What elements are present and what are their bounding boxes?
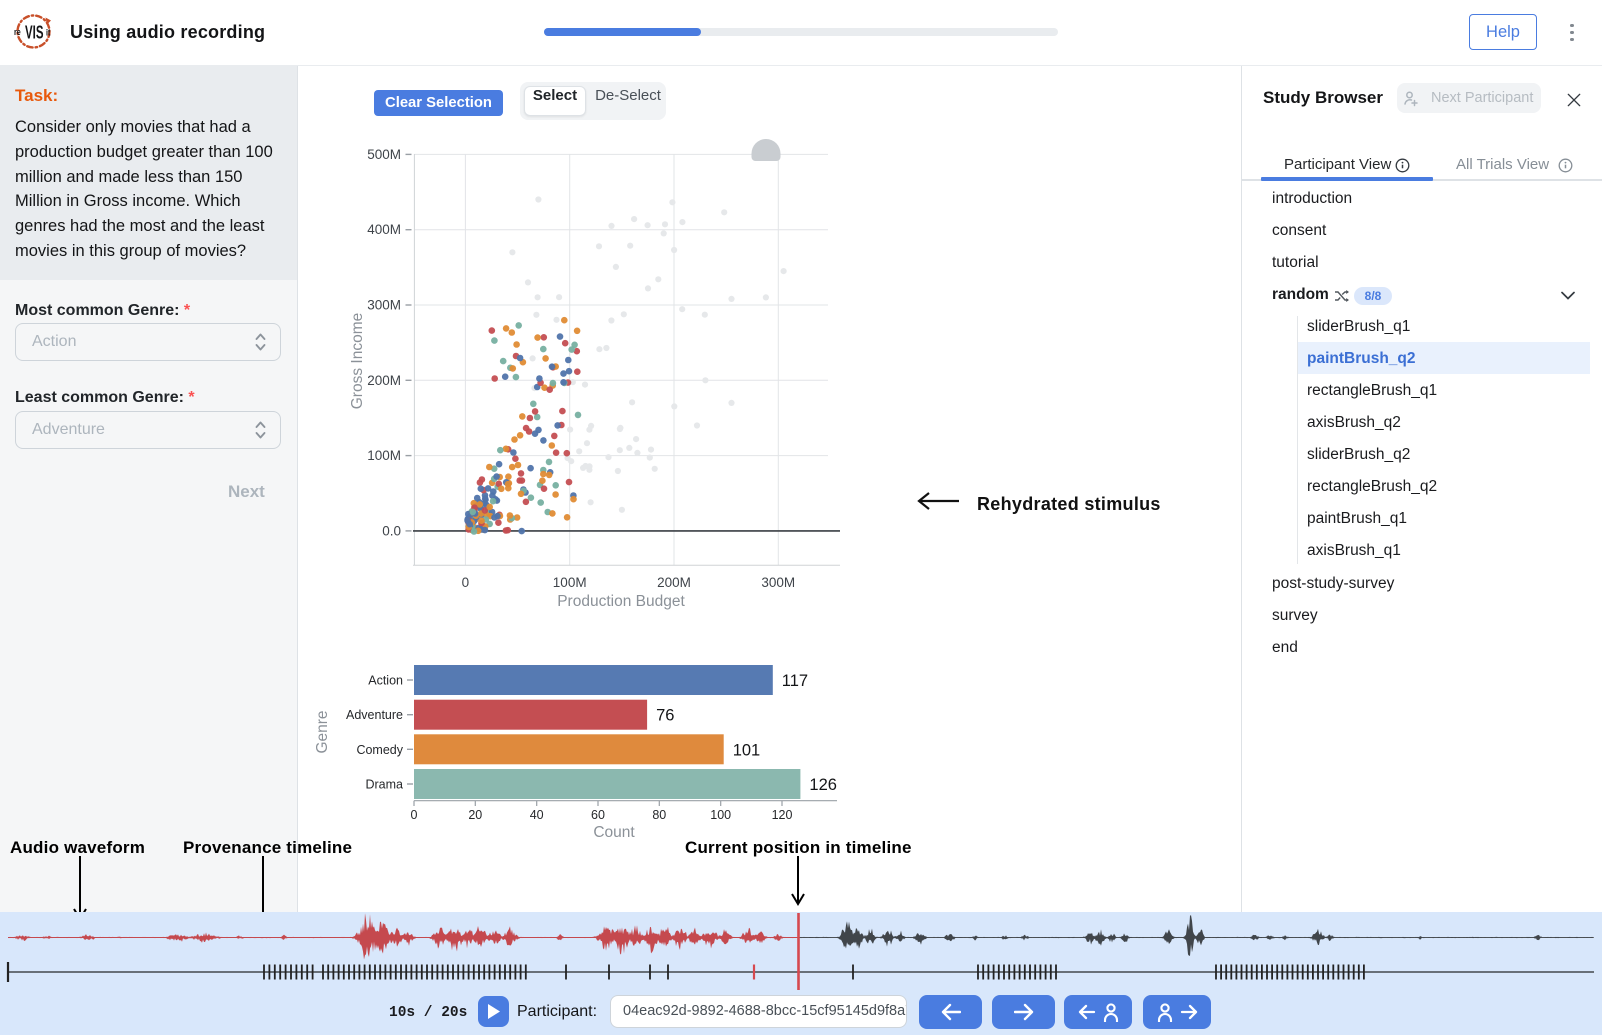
- svg-text:re: re: [14, 27, 21, 37]
- svg-text:Count: Count: [593, 824, 635, 841]
- svg-text:300M: 300M: [367, 298, 401, 313]
- svg-text:117: 117: [782, 672, 808, 690]
- svg-text:0.0: 0.0: [382, 523, 401, 538]
- svg-text:120: 120: [772, 808, 793, 822]
- svg-text:Genre: Genre: [314, 710, 331, 753]
- svg-text:Adventure: Adventure: [346, 708, 403, 722]
- svg-text:it: it: [46, 28, 51, 38]
- svg-text:500M: 500M: [367, 147, 401, 162]
- svg-text:60: 60: [591, 808, 605, 822]
- svg-text:100M: 100M: [553, 575, 587, 590]
- svg-text:VIS: VIS: [25, 23, 43, 43]
- svg-text:400M: 400M: [367, 222, 401, 237]
- svg-text:76: 76: [656, 707, 674, 725]
- svg-text:0: 0: [411, 808, 418, 822]
- svg-text:20: 20: [468, 808, 482, 822]
- svg-text:Drama: Drama: [365, 778, 403, 792]
- svg-text:Gross Income: Gross Income: [349, 313, 366, 409]
- svg-text:80: 80: [652, 808, 666, 822]
- svg-text:100: 100: [710, 808, 731, 822]
- svg-text:0: 0: [462, 575, 470, 590]
- svg-text:40: 40: [530, 808, 544, 822]
- svg-text:Action: Action: [368, 674, 403, 688]
- svg-text:300M: 300M: [761, 575, 795, 590]
- svg-text:Comedy: Comedy: [356, 743, 403, 757]
- svg-text:126: 126: [809, 776, 837, 794]
- svg-text:Production Budget: Production Budget: [557, 593, 685, 610]
- svg-text:200M: 200M: [657, 575, 691, 590]
- svg-text:100M: 100M: [367, 448, 401, 463]
- svg-text:200M: 200M: [367, 373, 401, 388]
- svg-text:101: 101: [733, 741, 761, 759]
